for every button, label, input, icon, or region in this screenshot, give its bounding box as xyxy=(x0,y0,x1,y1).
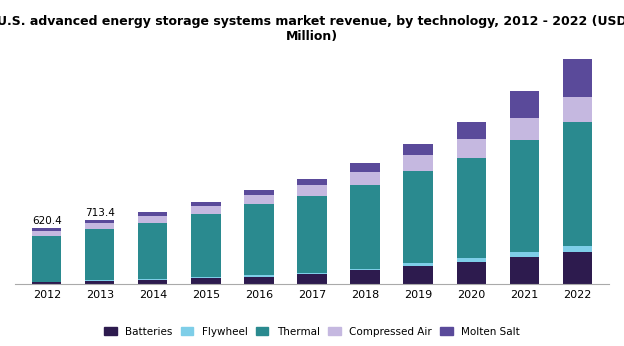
Bar xyxy=(510,252,539,257)
Bar xyxy=(192,202,220,206)
Bar xyxy=(563,252,592,284)
Bar xyxy=(351,185,379,268)
Bar xyxy=(192,277,220,279)
Bar xyxy=(192,206,220,214)
Bar xyxy=(510,139,539,252)
Bar xyxy=(563,97,592,122)
Bar xyxy=(298,195,326,273)
Bar xyxy=(510,257,539,284)
Bar xyxy=(192,279,220,284)
Bar xyxy=(351,268,379,270)
Bar xyxy=(245,276,273,284)
Bar xyxy=(85,220,114,223)
Bar xyxy=(404,144,432,155)
Bar xyxy=(139,216,167,222)
Bar xyxy=(563,246,592,252)
Bar xyxy=(192,214,220,277)
Bar xyxy=(563,59,592,97)
Bar xyxy=(298,273,326,274)
Bar xyxy=(139,279,167,280)
Bar xyxy=(139,212,167,216)
Bar xyxy=(510,91,539,118)
Bar xyxy=(457,257,485,262)
Bar xyxy=(457,158,485,257)
Text: 713.4: 713.4 xyxy=(85,208,115,218)
Bar xyxy=(298,274,326,284)
Bar xyxy=(404,263,432,266)
Bar xyxy=(351,172,379,185)
Bar xyxy=(245,190,273,195)
Bar xyxy=(351,163,379,172)
Bar xyxy=(510,118,539,139)
Bar xyxy=(85,281,114,284)
Bar xyxy=(404,155,432,171)
Bar xyxy=(139,280,167,284)
Bar xyxy=(32,228,61,231)
Bar xyxy=(457,139,485,158)
Bar xyxy=(139,222,167,279)
Bar xyxy=(563,122,592,246)
Bar xyxy=(85,229,114,280)
Bar xyxy=(85,280,114,281)
Text: 620.4: 620.4 xyxy=(32,216,62,226)
Bar xyxy=(457,262,485,284)
Bar xyxy=(32,236,61,282)
Bar xyxy=(245,195,273,204)
Bar xyxy=(85,223,114,229)
Legend: Batteries, Flywheel, Thermal, Compressed Air, Molten Salt: Batteries, Flywheel, Thermal, Compressed… xyxy=(100,322,524,341)
Bar xyxy=(32,282,61,284)
Bar xyxy=(404,266,432,284)
Bar xyxy=(457,122,485,139)
Bar xyxy=(298,185,326,195)
Bar xyxy=(404,171,432,263)
Bar xyxy=(245,204,273,275)
Bar xyxy=(298,179,326,185)
Title: U.S. advanced energy storage systems market revenue, by technology, 2012 - 2022 : U.S. advanced energy storage systems mar… xyxy=(0,15,624,43)
Bar xyxy=(245,275,273,276)
Bar xyxy=(351,270,379,284)
Bar xyxy=(32,231,61,236)
